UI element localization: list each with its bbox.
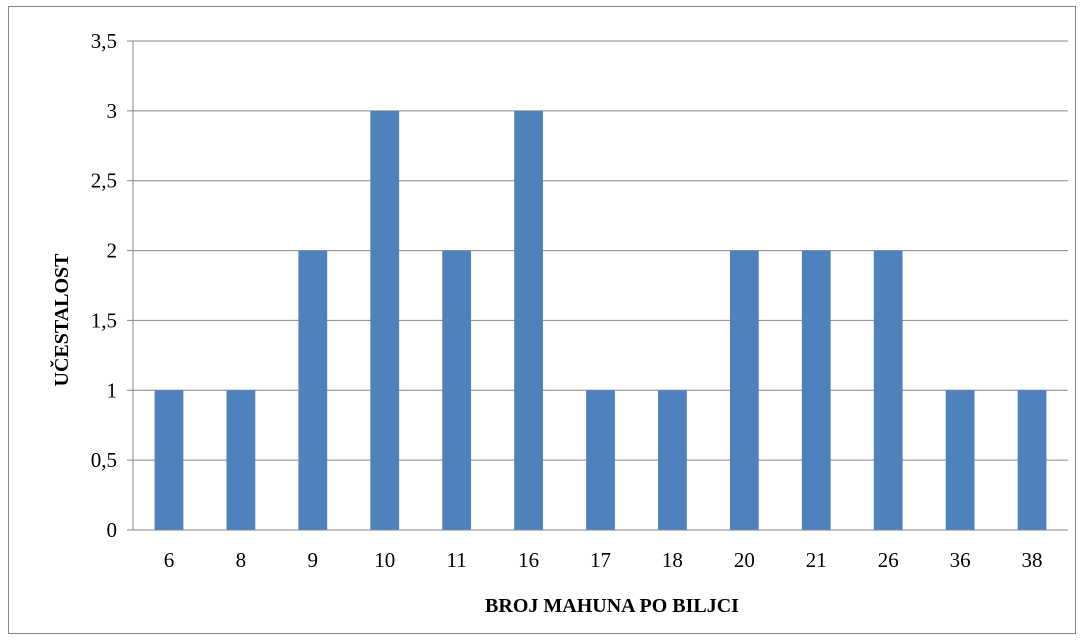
bar-17 xyxy=(586,390,615,530)
bar-11 xyxy=(442,250,472,531)
x-tick-label: 21 xyxy=(806,548,827,572)
y-tick-label: 2,5 xyxy=(91,169,117,193)
x-tick-label: 18 xyxy=(662,548,683,572)
bar-38 xyxy=(1017,390,1047,530)
x-tick-label: 10 xyxy=(374,548,395,572)
x-tick-label: 17 xyxy=(590,548,611,572)
x-tick-label: 20 xyxy=(734,548,755,572)
y-tick-label: 0 xyxy=(107,518,118,542)
y-axis-title: UČESTALOST xyxy=(49,253,73,387)
bar-8 xyxy=(226,390,256,530)
bar-26 xyxy=(873,250,903,531)
x-tick-label: 26 xyxy=(878,548,899,572)
bar-18 xyxy=(658,390,687,530)
bar-10 xyxy=(370,110,400,530)
x-tick-label: 38 xyxy=(1022,548,1043,572)
x-axis-title: BROJ MAHUNA PO BILJCI xyxy=(485,595,739,617)
y-tick-label: 1 xyxy=(107,378,118,402)
bar-20 xyxy=(729,250,759,531)
y-tick-label: 0,5 xyxy=(91,448,117,472)
x-tick-label: 11 xyxy=(447,548,467,572)
bar-36 xyxy=(945,390,975,530)
bars xyxy=(154,110,1047,531)
axes xyxy=(127,40,1068,531)
bar-6 xyxy=(154,390,184,530)
x-tick-label: 9 xyxy=(308,548,319,572)
y-tick-label: 3,5 xyxy=(91,29,117,53)
x-tick-label: 36 xyxy=(950,548,971,572)
y-tick-labels: 0 0,5 1 1,5 2 2,5 3 3,5 xyxy=(91,29,117,542)
bar-16 xyxy=(514,110,543,530)
bar-9 xyxy=(298,250,328,531)
x-tick-label: 6 xyxy=(164,548,175,572)
bar-21 xyxy=(801,250,831,531)
y-tick-label: 3 xyxy=(107,99,118,123)
x-tick-labels: 6 8 9 10 11 16 17 18 20 21 26 36 38 xyxy=(164,548,1043,572)
y-tick-label: 2 xyxy=(107,239,118,263)
x-tick-label: 16 xyxy=(518,548,539,572)
gridlines xyxy=(133,40,1068,461)
y-tick-label: 1,5 xyxy=(91,308,117,332)
x-tick-label: 8 xyxy=(236,548,247,572)
